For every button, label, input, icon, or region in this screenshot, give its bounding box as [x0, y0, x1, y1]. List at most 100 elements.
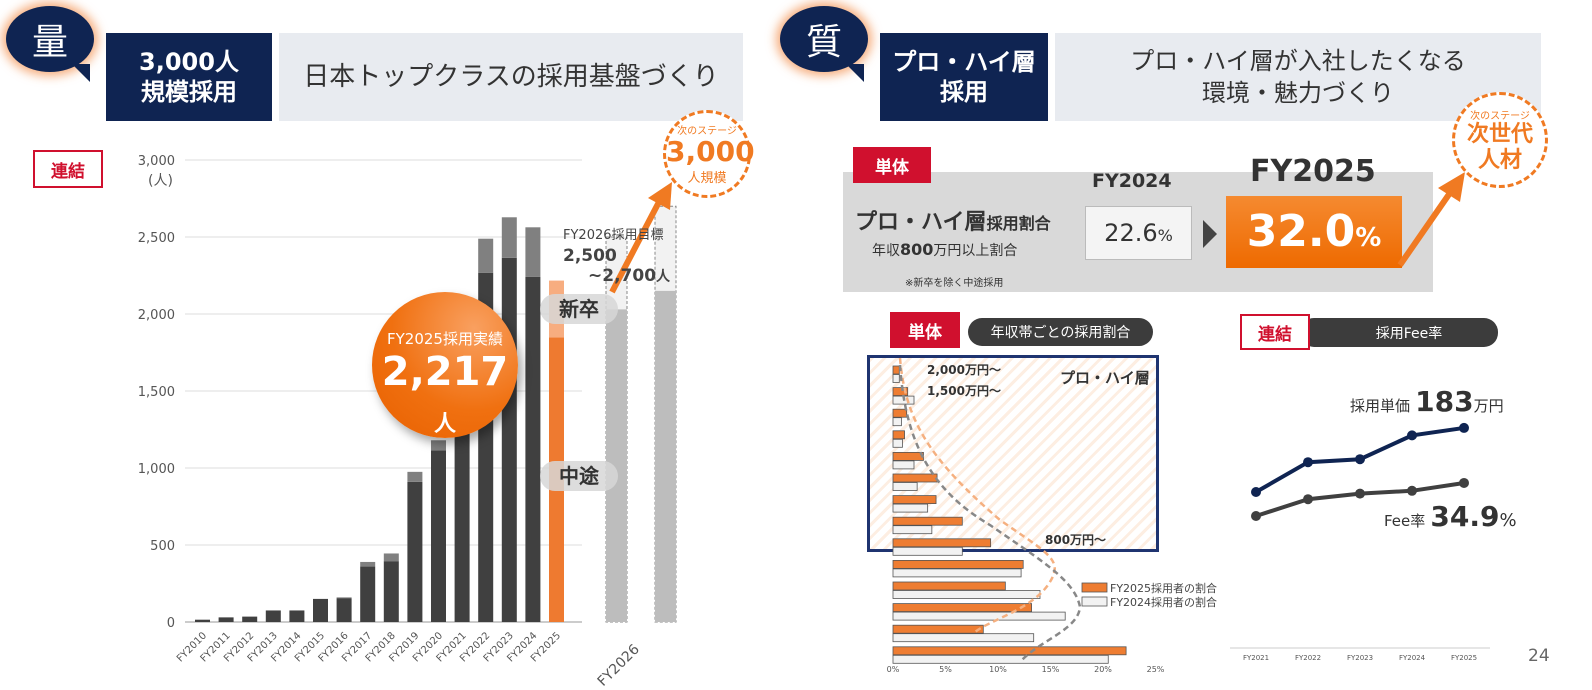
y-tick-label: 2,500: [138, 231, 175, 246]
bar-mid-career: [454, 375, 470, 622]
bar-fy2025: [892, 538, 992, 548]
fy2024-trend-curve: [898, 364, 1082, 663]
kpi-title: プロ・ハイ層採用割合: [855, 210, 1051, 235]
bar-fy2025: [892, 560, 1024, 569]
x-tick-label: 0%: [887, 665, 900, 674]
bar-fy2024: [892, 482, 918, 491]
x-tick-label: 20%: [1094, 665, 1112, 674]
bar-mid-career: [195, 619, 210, 622]
data-point: [1407, 430, 1417, 441]
data-point: [1303, 457, 1313, 468]
fee-scope-badge: 連結: [1240, 314, 1310, 350]
x-tick-label: 15%: [1042, 665, 1060, 674]
bar-mid-career: [218, 617, 234, 622]
right-headline: プロ・ハイ層が入社したくなる 環境・魅力づくり: [1055, 33, 1541, 121]
band-scope-badge: 単体: [890, 312, 960, 348]
quality-bubble: 質: [780, 6, 868, 82]
bar-mid-career: [313, 598, 328, 622]
bar-fy2024: [892, 438, 903, 448]
scope-badge-consolidated: 連結: [33, 150, 103, 188]
bar-fy2025: [892, 603, 1033, 612]
bar-fy2024: [892, 503, 929, 513]
legend-swatch: [1081, 582, 1108, 593]
fee-chart-title: 採用Fee率: [1300, 318, 1498, 347]
legend-swatch: [1081, 596, 1108, 607]
bar-mid-career: [383, 561, 399, 622]
fy2024-value: 22.6%: [1085, 206, 1192, 260]
bar-mid-career: [360, 566, 376, 622]
new-grad-label: 新卒: [540, 294, 618, 324]
x-tick-label: FY2022: [1295, 654, 1321, 662]
bar-fy2024: [892, 525, 933, 535]
x-tick-label: FY2025: [1451, 654, 1477, 662]
band-label-800: 800万円～: [1045, 533, 1107, 547]
fy2024-label: FY2024: [1092, 170, 1172, 192]
bar-fy2025: [892, 495, 937, 505]
bar-mid-career: [525, 276, 541, 622]
x-tick-label: FY2024: [1399, 654, 1426, 662]
fy2025-label: FY2025: [1250, 154, 1376, 189]
bar-new-grad: [383, 553, 399, 562]
fy2025-value: 32.0%: [1226, 196, 1402, 268]
pro-high-zone-label: プロ・ハイ層: [1060, 369, 1150, 387]
x-tick-label: FY2023: [1347, 654, 1373, 662]
bar-new-grad: [407, 471, 423, 482]
bar-fy2025: [892, 430, 905, 440]
bar-new-grad: [360, 561, 376, 567]
bar-new-grad: [478, 238, 494, 273]
data-point: [1251, 487, 1261, 497]
bar-mid-career: [242, 616, 258, 622]
left-headline: 日本トップクラスの採用基盤づくり: [279, 33, 743, 121]
next-stage-arrow-icon: [1397, 172, 1465, 267]
bar-mid-career: [431, 450, 446, 622]
data-point: [1251, 511, 1261, 521]
data-point: [1303, 494, 1313, 505]
bar-fy2024: [892, 633, 1035, 643]
target-arrow-head: [648, 182, 672, 210]
y-tick-label: 2,000: [138, 308, 175, 323]
bar-new-grad: [336, 597, 352, 599]
band-chart-title: 年収帯ごとの採用割合: [968, 318, 1153, 346]
bar-fy2024: [892, 568, 1022, 578]
bar-fy2024: [892, 417, 902, 427]
bar-new-grad: [525, 227, 541, 277]
target-arrow: [609, 198, 663, 294]
x-tick-label: 10%: [989, 665, 1007, 674]
y-tick-label: 1,500: [138, 385, 175, 400]
data-point: [1459, 477, 1469, 488]
fee-rate-label: Fee率 34.9%: [1384, 500, 1517, 533]
y-axis-unit: (人): [148, 173, 173, 189]
x-tick-label: FY2021: [1243, 654, 1269, 662]
band-label-1500: 1,500万円～: [927, 384, 1001, 398]
x-tick-label: 5%: [939, 665, 952, 674]
x-tick-label: 25%: [1147, 665, 1165, 674]
quantity-bubble: 量: [6, 6, 94, 82]
legend-label: FY2025採用者の割合: [1110, 581, 1217, 595]
bar-new-grad: [431, 440, 446, 451]
arrow-right-icon: [1203, 220, 1217, 248]
data-point: [1407, 485, 1417, 496]
y-tick-label: 1,000: [138, 462, 175, 477]
scope-badge-standalone: 単体: [853, 147, 931, 183]
bar-fy2025: [892, 624, 984, 634]
data-point: [1355, 488, 1365, 499]
unit-price-label: 採用単価 183万円: [1350, 385, 1504, 418]
next-stage-next-gen-circle: 次のステージ 次世代 人材: [1452, 92, 1548, 188]
bar-fy2024: [892, 611, 1066, 621]
kpi-note: ※新卒を除く中途採用: [905, 278, 1004, 289]
target-bar-base: [655, 290, 676, 622]
bar-fy2025: [892, 387, 909, 397]
bar-mid-career: [265, 610, 281, 622]
kpi-subtitle: 年収800万円以上割合: [872, 240, 1018, 259]
left-title: 3,000人 規模採用: [106, 33, 272, 121]
bar-fy2025: [892, 516, 963, 526]
bar-mid-career: [336, 598, 352, 622]
legend-label: FY2024採用者の割合: [1110, 595, 1217, 609]
bar-mid-career: [289, 610, 305, 622]
y-tick-label: 500: [150, 539, 175, 554]
fy2025-result-circle: FY2025採用実績 2,217人: [372, 292, 518, 438]
bar-fy2024: [892, 654, 1109, 664]
fy2026-target: FY2026採用目標 2,500 ~2,700人: [563, 228, 671, 286]
